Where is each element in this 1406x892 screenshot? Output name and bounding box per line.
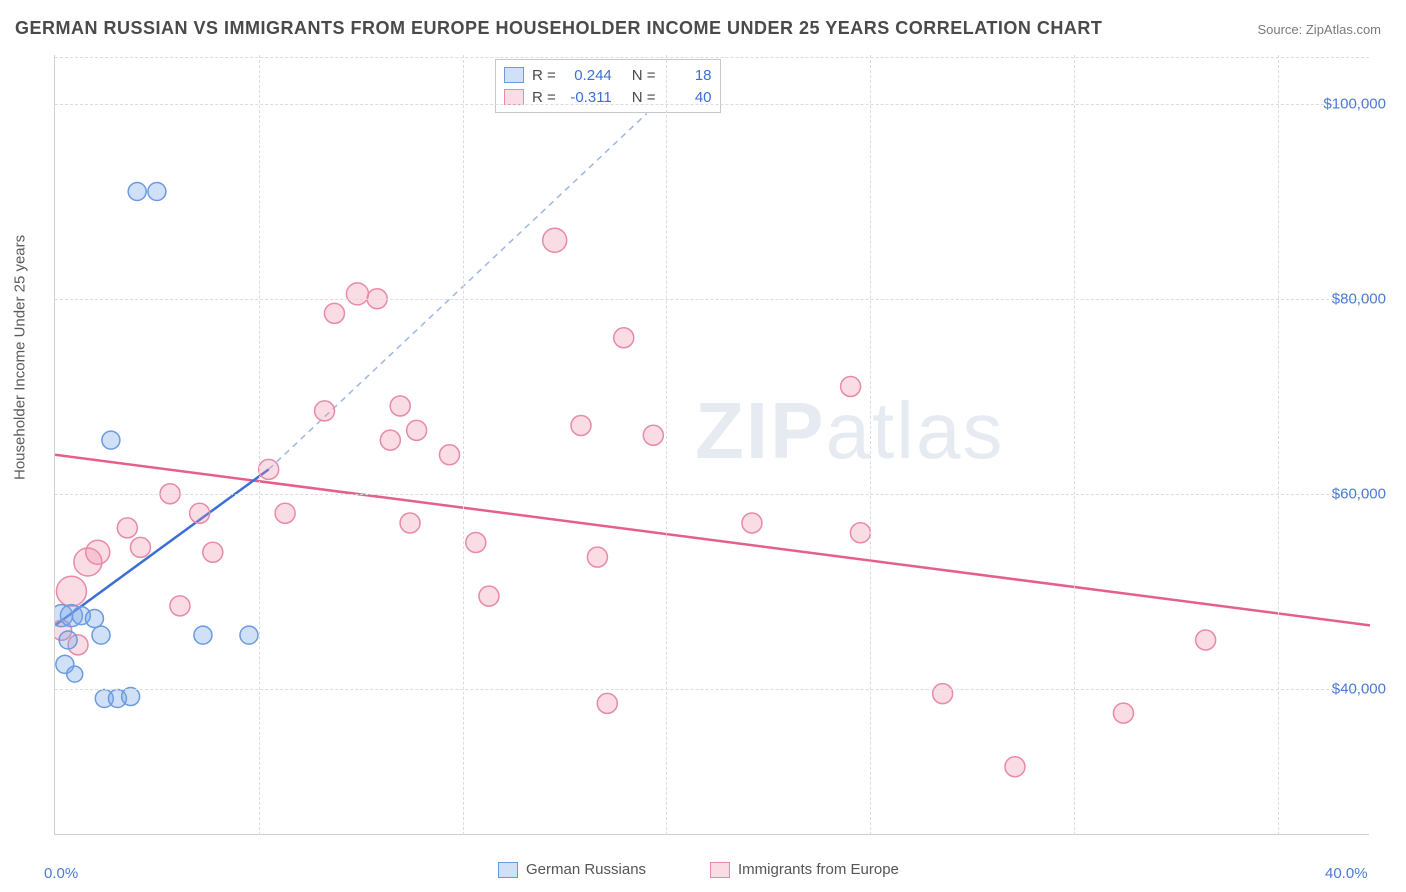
chart-title: GERMAN RUSSIAN VS IMMIGRANTS FROM EUROPE…	[15, 18, 1102, 39]
source-label: Source: ZipAtlas.com	[1257, 22, 1381, 37]
swatch-series-0	[504, 67, 524, 83]
chart-container: GERMAN RUSSIAN VS IMMIGRANTS FROM EUROPE…	[0, 0, 1406, 892]
legend-item-0: German Russians	[498, 861, 646, 878]
stats-row-series-0: R = 0.244 N = 18	[504, 64, 712, 86]
swatch-series-1	[504, 89, 524, 105]
stat-r-label-0: R =	[532, 67, 556, 84]
stat-n-label-0: N =	[632, 67, 656, 84]
legend-item-1: Immigrants from Europe	[710, 861, 899, 878]
stat-r-value-0: 0.244	[564, 67, 612, 84]
legend-swatch-0	[498, 862, 518, 878]
y-tick-label: $100,000	[1323, 95, 1386, 112]
legend-label-0: German Russians	[526, 861, 646, 878]
y-tick-label: $80,000	[1332, 290, 1386, 307]
y-tick-label: $60,000	[1332, 485, 1386, 502]
scatter-svg	[55, 55, 1370, 835]
y-tick-label: $40,000	[1332, 680, 1386, 697]
stats-legend: R = 0.244 N = 18 R = -0.311 N = 40	[495, 59, 721, 113]
legend-swatch-1	[710, 862, 730, 878]
x-tick-label: 0.0%	[44, 865, 78, 882]
stat-n-value-0: 18	[664, 67, 712, 84]
y-axis-label: Householder Income Under 25 years	[12, 235, 29, 480]
plot-area: ZIPatlas R = 0.244 N = 18 R = -0.311 N =…	[54, 55, 1369, 835]
x-tick-label: 40.0%	[1325, 865, 1368, 882]
legend-label-1: Immigrants from Europe	[738, 861, 899, 878]
